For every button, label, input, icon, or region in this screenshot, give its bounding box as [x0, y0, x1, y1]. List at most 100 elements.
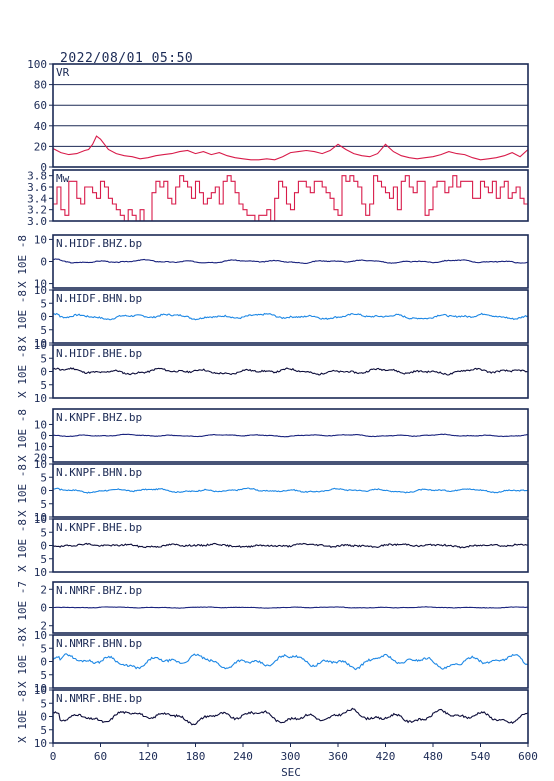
y-tick-label: 5: [40, 352, 47, 365]
y-axis-label: X 10E -7: [16, 581, 29, 634]
y-tick-label: 0: [40, 161, 47, 174]
panel-label: N.NMRF.BHE.bp: [56, 692, 142, 705]
y-axis-label: X 10E -8: [16, 519, 29, 572]
y-tick-label: 0: [40, 256, 47, 269]
panel-label: N.KNPF.BHN.bp: [56, 466, 142, 479]
y-tick-label: 5: [40, 724, 47, 737]
y-tick-label: 0: [40, 602, 47, 615]
y-tick-label: 5: [40, 379, 47, 392]
panel-frame: [52, 63, 529, 168]
y-axis-label: X 10E -8: [16, 635, 29, 688]
x-tick-label: 540: [471, 750, 491, 763]
y-axis-label: X 10E -8: [16, 290, 29, 343]
panel-n-nmrf-bhz-bp: 2 0 2 N.NMRF.BHZ.bp X 10E -7: [16, 581, 529, 634]
y-tick-label: 5: [40, 297, 47, 310]
series-line: [53, 606, 528, 609]
y-tick-label: 10: [34, 629, 47, 642]
panel-label: N.NMRF.BHN.bp: [56, 637, 142, 650]
y-tick-label: 3.6: [27, 181, 47, 194]
y-axis-label: X 10E -8: [16, 235, 29, 288]
series-line: [52, 312, 529, 321]
y-tick-label: 10: [34, 458, 47, 471]
y-tick-label: 60: [34, 99, 47, 112]
y-tick-label: 3.0: [27, 215, 47, 228]
y-tick-label: 5: [40, 471, 47, 484]
x-tick-label: 600: [518, 750, 538, 763]
x-tick-label: 180: [186, 750, 206, 763]
y-tick-label: 5: [40, 553, 47, 566]
y-tick-label: 10: [34, 684, 47, 697]
series-line: [52, 258, 529, 264]
y-tick-label: 3.8: [27, 170, 47, 183]
y-tick-label: 0: [40, 366, 47, 379]
x-axis-label: SEC: [281, 766, 301, 779]
x-tick-label: 360: [328, 750, 348, 763]
panel-frame: [52, 408, 529, 463]
y-axis-label: X 10E -8: [16, 690, 29, 743]
y-tick-label: 10: [34, 392, 47, 405]
panel-label: N.KNPF.BHZ.bp: [56, 411, 142, 424]
y-tick-label: 20: [34, 452, 47, 465]
y-tick-label: 10: [34, 418, 47, 431]
y-tick-label: 20: [34, 140, 47, 153]
panel-label: N.HIDF.BHE.bp: [56, 347, 142, 360]
y-tick-label: 10: [34, 737, 47, 750]
series-line: [52, 707, 529, 726]
y-axis-label: X 10E -8: [16, 409, 29, 462]
panel-label: N.KNPF.BHE.bp: [56, 521, 142, 534]
panel-frame: [52, 344, 529, 399]
x-tick-label: 420: [376, 750, 396, 763]
panel-n-hidf-bhz-bp: 10 0 10 N.HIDF.BHZ.bp X 10E -8: [16, 233, 529, 291]
series-line: [52, 542, 528, 549]
panel-frame: [52, 518, 529, 573]
y-tick-label: 0: [40, 711, 47, 724]
y-tick-label: 10: [34, 566, 47, 579]
y-tick-label: 5: [40, 642, 47, 655]
x-tick-label: 120: [138, 750, 158, 763]
panel-frame: [52, 289, 529, 344]
panel-label: VR: [56, 66, 70, 79]
panel-vr: 0 20 40 60 80 100 VR: [27, 58, 529, 174]
panel-label: N.NMRF.BHZ.bp: [56, 584, 142, 597]
y-tick-label: 2: [40, 583, 47, 596]
y-tick-label: 3.4: [27, 192, 47, 205]
y-tick-label: 10: [34, 233, 47, 246]
y-tick-label: 5: [40, 697, 47, 710]
y-tick-label: 100: [27, 58, 47, 71]
y-tick-label: 10: [34, 682, 47, 695]
series-line: [52, 135, 529, 161]
panel-frame: [52, 634, 529, 689]
panel-frame: [52, 581, 529, 634]
panel-frame: [52, 169, 529, 222]
y-tick-label: 5: [40, 526, 47, 539]
y-tick-label: 40: [34, 120, 47, 133]
series-line: [52, 433, 528, 438]
x-tick-label: 240: [233, 750, 253, 763]
y-tick-label: 0: [40, 656, 47, 669]
x-tick-label: 480: [423, 750, 443, 763]
y-tick-label: 5: [40, 498, 47, 511]
y-axis-label: X 10E -8: [16, 464, 29, 517]
timestamp: 2022/08/01 05:50: [60, 51, 193, 66]
series-line: [52, 487, 529, 494]
y-axis-label: X 10E -8: [16, 345, 29, 398]
y-tick-label: 10: [34, 284, 47, 297]
y-tick-label: 10: [34, 278, 47, 291]
y-tick-label: 10: [34, 441, 47, 454]
y-tick-label: 2: [40, 620, 47, 633]
series-line: [52, 653, 529, 671]
panel-label: N.HIDF.BHZ.bp: [56, 237, 142, 250]
panel-label: Mw: [56, 172, 70, 185]
panel-mw: 3.03.23.43.63.8 Mw: [27, 169, 529, 228]
y-tick-label: 5: [40, 669, 47, 682]
y-tick-label: 3.2: [27, 204, 47, 217]
y-tick-label: 5: [40, 324, 47, 337]
